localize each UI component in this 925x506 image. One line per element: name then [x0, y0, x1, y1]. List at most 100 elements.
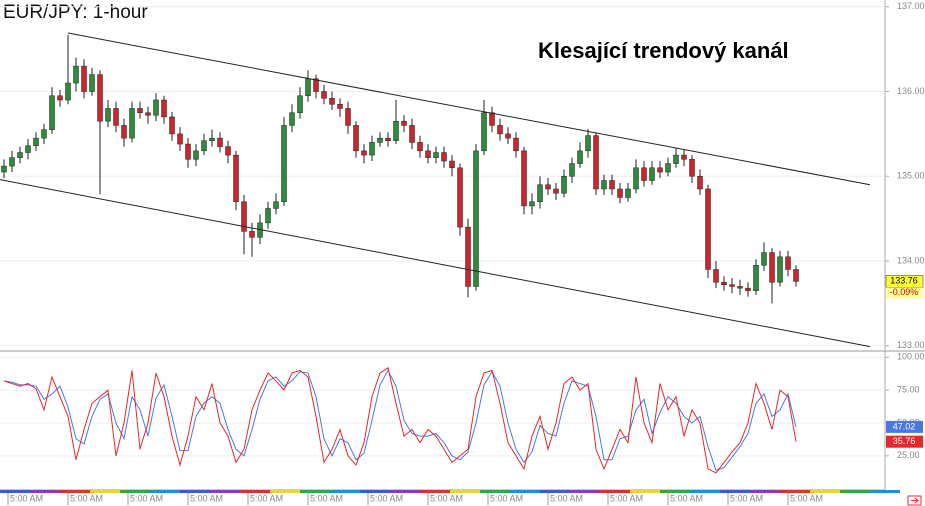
session-strip: [780, 490, 810, 493]
candle-body: [265, 208, 271, 224]
candle-body: [249, 231, 255, 238]
x-tick-label: 5:00 AM: [670, 493, 703, 503]
session-strip: [90, 490, 120, 493]
candle-body: [177, 133, 183, 145]
chart-title: EUR/JPY: 1-hour: [3, 2, 148, 23]
session-strip: [420, 490, 450, 493]
candle-body: [337, 103, 343, 109]
candle-body: [97, 74, 103, 122]
candle-body: [161, 99, 167, 118]
session-strip: [570, 490, 600, 493]
session-strip: [600, 490, 630, 493]
x-tick-label: 5:00 AM: [430, 493, 463, 503]
session-strip: [450, 490, 480, 493]
last-value-label: 47.02: [893, 421, 916, 431]
candle-body: [417, 142, 423, 152]
candle-body: [769, 252, 775, 283]
x-tick-label: 5:00 AM: [730, 493, 763, 503]
session-strip: [690, 490, 720, 493]
session-strip: [120, 490, 150, 493]
channel-line: [0, 179, 871, 348]
candle-body: [353, 125, 359, 152]
last-value-label: 35.76: [893, 436, 916, 446]
candle-body: [409, 125, 415, 143]
candle-body: [697, 176, 703, 190]
x-tick-label: 5:00 AM: [370, 493, 403, 503]
candle-body: [785, 256, 791, 270]
candle-body: [329, 98, 335, 105]
candle-body: [633, 167, 639, 190]
candle-body: [705, 188, 711, 270]
candle-body: [345, 108, 351, 126]
candle-body: [433, 152, 439, 158]
candle-body: [57, 95, 63, 101]
last-value-tag: [886, 435, 923, 448]
x-tick-label: 5:00 AM: [610, 493, 643, 503]
change-tag-label: -0.09%: [890, 287, 919, 297]
candle-body: [217, 137, 223, 147]
y-tick-label: 100.00: [897, 352, 925, 362]
candle-body: [721, 281, 727, 285]
candle-body: [73, 65, 79, 84]
candle-body: [441, 152, 447, 162]
candle-body: [577, 150, 583, 164]
y-tick-label: 135.00: [897, 171, 925, 181]
candle-body: [65, 82, 71, 101]
session-strip: [180, 490, 210, 493]
candle-body: [169, 116, 175, 135]
candle-body: [561, 176, 567, 194]
y-tick-label: 75.00: [897, 384, 920, 394]
candle-body: [601, 180, 607, 190]
candle-body: [745, 287, 751, 291]
change-tag: [886, 287, 923, 299]
candle-body: [473, 150, 479, 287]
candle-body: [673, 154, 679, 164]
candle-body: [41, 129, 47, 139]
last-value-tag: [886, 420, 923, 433]
session-strip: [60, 490, 90, 493]
candle-body: [105, 108, 111, 122]
stochastic-line: [3, 366, 797, 474]
candle-body: [361, 150, 367, 156]
candle-body: [489, 112, 495, 126]
candle-body: [593, 135, 599, 190]
session-strip: [510, 490, 540, 493]
candle-body: [385, 137, 391, 141]
candle-body: [617, 188, 623, 198]
x-tick-label: 5:00 AM: [130, 493, 163, 503]
session-strip: [300, 490, 330, 493]
session-strip: [750, 490, 780, 493]
candle-body: [585, 135, 591, 152]
session-strip: [210, 490, 240, 493]
candle-body: [305, 78, 311, 97]
candle-body: [401, 120, 407, 126]
candle-body: [377, 137, 383, 143]
candle-body: [369, 142, 375, 156]
stochastic-line: [3, 369, 797, 471]
candle-body: [393, 120, 399, 141]
session-strip: [720, 490, 750, 493]
candle-body: [33, 137, 39, 147]
session-strip: [360, 490, 390, 493]
annotation: Klesající trendový kanál: [538, 38, 789, 63]
candle-body: [689, 159, 695, 177]
y-tick-label: 134.00: [897, 255, 925, 265]
x-tick-label: 5:00 AM: [10, 493, 43, 503]
candle-body: [153, 99, 159, 116]
candle-body: [737, 286, 743, 289]
candle-body: [681, 154, 687, 160]
candle-body: [729, 284, 735, 287]
session-strip: [870, 490, 900, 493]
session-strip: [270, 490, 300, 493]
candle-body: [513, 137, 519, 152]
candle-body: [201, 140, 207, 152]
candle-body: [273, 201, 279, 209]
candle-body: [241, 201, 247, 232]
y-tick-label: 137.00: [897, 1, 925, 11]
candle-body: [641, 167, 647, 181]
candle-body: [457, 167, 463, 228]
candle-body: [665, 163, 671, 173]
candle-body: [761, 252, 767, 266]
